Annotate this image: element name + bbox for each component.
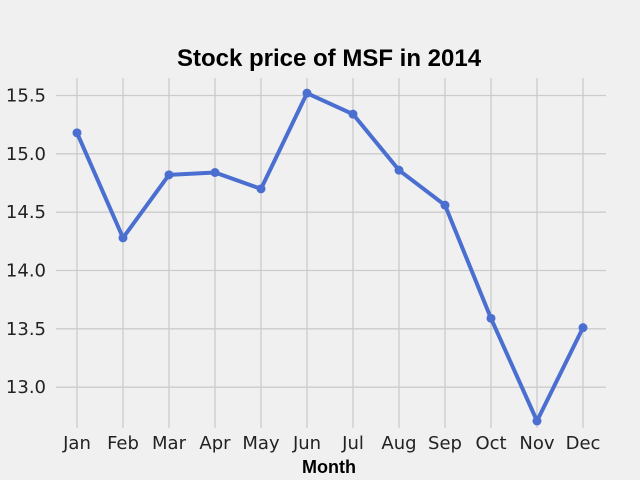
y-tick-label: 15.0 (6, 144, 46, 165)
data-point (256, 184, 266, 194)
chart-title: Stock price of MSF in 2014 (177, 45, 482, 72)
y-tick-label: 14.0 (6, 261, 46, 282)
x-tick-label: Nov (519, 433, 554, 454)
x-tick-label: Jul (341, 433, 364, 454)
data-point (302, 88, 312, 98)
y-tick-label: 13.0 (6, 377, 46, 398)
y-tick-label: 14.5 (6, 202, 46, 223)
x-tick-label: Jan (62, 433, 91, 454)
series-line (75, 91, 585, 423)
y-axis-ticks: 13.0 13.5 14.0 14.5 15.0 15.5 (6, 86, 46, 399)
data-point (164, 170, 174, 180)
x-tick-label: Aug (381, 433, 416, 454)
x-tick-label: Apr (199, 433, 231, 454)
data-point (210, 168, 220, 177)
data-point (532, 416, 542, 426)
data-point (118, 233, 128, 243)
data-point (348, 109, 358, 119)
grid-layer (56, 78, 606, 428)
data-point (578, 323, 588, 333)
x-tick-label: Mar (152, 433, 187, 454)
y-tick-label: 15.5 (6, 86, 46, 107)
series-layer (72, 88, 588, 426)
data-point (394, 165, 404, 175)
x-axis-label: Month (302, 457, 356, 477)
x-tick-label: Feb (107, 433, 139, 454)
data-point (72, 128, 82, 138)
x-tick-label: Oct (475, 433, 506, 454)
data-point (440, 200, 450, 210)
x-axis-ticks: Jan Feb Mar Apr May Jun Jul Aug Sep Oct Nov Dec (62, 433, 600, 454)
data-point (486, 313, 496, 323)
x-tick-label: Dec (566, 433, 601, 454)
x-tick-label: May (242, 433, 280, 454)
x-tick-label: Sep (428, 433, 462, 454)
x-tick-label: Jun (292, 433, 321, 454)
y-tick-label: 13.5 (6, 319, 46, 340)
